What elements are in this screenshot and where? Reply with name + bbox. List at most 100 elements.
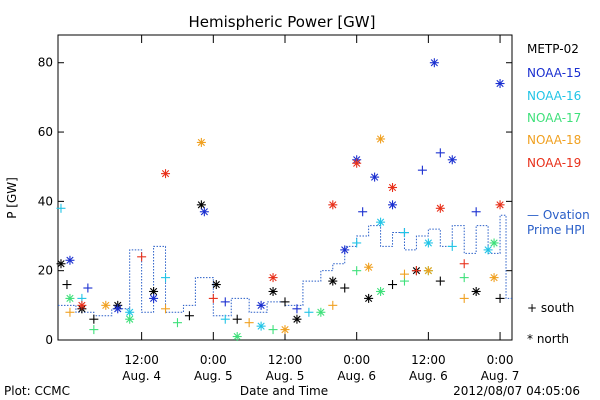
data-point-noaa-18-south — [244, 318, 254, 328]
data-point-metp-02-south — [495, 293, 505, 303]
data-point-metp-02-south — [232, 314, 242, 324]
legend-north-marker: * north — [527, 332, 569, 346]
footer-timestamp: 2012/08/07 04:05:06 — [453, 384, 580, 398]
marker-stroke — [161, 170, 170, 178]
data-point-noaa-15-north — [256, 300, 266, 310]
chart-title: Hemispheric Power [GW] — [189, 13, 376, 31]
legend-south-marker: + south — [527, 301, 574, 315]
data-point-metp-02-north — [364, 293, 374, 303]
data-point-noaa-19-north — [435, 203, 445, 213]
data-point-noaa-16-south — [220, 314, 230, 324]
data-point-noaa-18-north — [196, 137, 206, 147]
data-point-noaa-15-north — [388, 200, 398, 210]
data-point-metp-02-south — [435, 276, 445, 286]
y-tick-label: 40 — [38, 194, 53, 208]
y-axis-ticks: 0 20 40 60 80 — [38, 56, 512, 347]
data-point-noaa-15-south — [358, 207, 368, 217]
data-point-noaa-18-north — [101, 300, 111, 310]
marker-stroke — [78, 301, 86, 309]
data-point-metp-02-south — [340, 283, 350, 293]
x-tick-time: 0:00 — [487, 353, 514, 367]
data-point-noaa-18-south — [65, 307, 75, 317]
marker-stroke — [269, 273, 277, 282]
data-point-metp-02-north — [328, 276, 338, 286]
data-point-noaa-15-north — [65, 255, 75, 265]
marker-stroke — [376, 218, 385, 226]
marker-stroke — [448, 156, 456, 164]
marker-stroke — [376, 135, 385, 143]
data-point-noaa-19-north — [77, 300, 87, 310]
marker-stroke — [376, 287, 385, 296]
marker-stroke — [424, 239, 432, 247]
data-point-noaa-18-south — [328, 300, 338, 310]
x-axis-ticks: 12:00 Aug. 4 0:00 Aug. 5 12:00 Aug. 5 0:00 Aug.… — [122, 35, 519, 383]
y-tick-label: 80 — [38, 56, 53, 70]
data-point-noaa-15-north — [495, 79, 505, 89]
marker-stroke — [200, 208, 208, 216]
marker-stroke — [126, 315, 134, 323]
marker-stroke — [57, 260, 65, 268]
marker-stroke — [353, 159, 361, 167]
marker-stroke — [114, 305, 122, 313]
data-point-metp-02-north — [292, 314, 302, 324]
data-point-noaa-19-south — [411, 266, 421, 276]
x-tick-time: 0:00 — [200, 353, 227, 367]
x-tick-date: Aug. 6 — [409, 369, 448, 383]
marker-stroke — [197, 201, 205, 209]
data-point-noaa-16-north — [376, 217, 386, 227]
marker-stroke — [365, 294, 373, 303]
y-tick-label: 0 — [45, 333, 53, 347]
marker-stroke — [436, 204, 444, 212]
data-point-noaa-19-south — [208, 293, 218, 303]
x-tick-date: Aug. 7 — [481, 369, 520, 383]
legend-ovation-line1: — Ovation — [527, 208, 590, 222]
data-point-noaa-17-south — [459, 273, 469, 283]
x-tick-date: Aug. 6 — [337, 369, 376, 383]
marker-stroke — [257, 301, 265, 309]
data-point-noaa-16-south — [56, 203, 66, 213]
y-tick-label: 60 — [38, 125, 53, 139]
data-point-noaa-16-south — [161, 273, 171, 283]
data-point-noaa-17-south — [268, 325, 278, 335]
data-point-metp-02-south — [89, 314, 99, 324]
data-point-noaa-17-north — [489, 238, 499, 248]
marker-stroke — [365, 263, 373, 271]
data-point-noaa-19-north — [388, 183, 398, 192]
ovation-hpi-step-line — [58, 214, 512, 317]
x-tick-time: 12:00 — [268, 353, 303, 367]
data-point-noaa-17-south — [172, 318, 182, 328]
ovation-hpi-line — [58, 214, 512, 317]
legend-noaa-19: NOAA-19 — [527, 156, 581, 170]
data-point-noaa-18-north — [280, 325, 290, 335]
marker-stroke — [388, 183, 397, 192]
data-point-noaa-15-north — [199, 207, 209, 217]
data-point-noaa-15-north — [370, 172, 380, 182]
data-point-noaa-19-north — [161, 169, 171, 179]
data-point-noaa-16-north — [423, 238, 433, 248]
x-tick-date: Aug. 5 — [194, 369, 233, 383]
data-point-noaa-17-south — [352, 266, 362, 276]
data-point-noaa-18-north — [489, 273, 499, 283]
marker-stroke — [257, 322, 265, 330]
marker-stroke — [430, 59, 438, 67]
y-axis-label: P [GW] — [5, 177, 19, 219]
marker-stroke — [370, 173, 379, 181]
data-point-noaa-15-south — [220, 297, 230, 307]
legend: METP-02 NOAA-15 NOAA-16 NOAA-17 NOAA-18 … — [527, 42, 590, 346]
data-point-metp-02-south — [184, 311, 194, 321]
x-tick-time: 0:00 — [343, 353, 370, 367]
data-point-noaa-15-north — [149, 293, 159, 303]
data-point-metp-02-north — [196, 200, 206, 210]
x-tick-date: Aug. 4 — [122, 369, 161, 383]
marker-stroke — [281, 325, 289, 334]
data-point-noaa-15-north — [340, 245, 350, 255]
marker-stroke — [149, 294, 158, 303]
data-point-noaa-18-north — [364, 262, 374, 272]
data-point-noaa-19-north — [328, 200, 338, 210]
marker-stroke — [472, 287, 480, 296]
marker-stroke — [233, 332, 241, 341]
marker-stroke — [317, 308, 325, 316]
data-point-noaa-18-north — [376, 134, 386, 144]
x-tick-date: Aug. 5 — [266, 369, 305, 383]
